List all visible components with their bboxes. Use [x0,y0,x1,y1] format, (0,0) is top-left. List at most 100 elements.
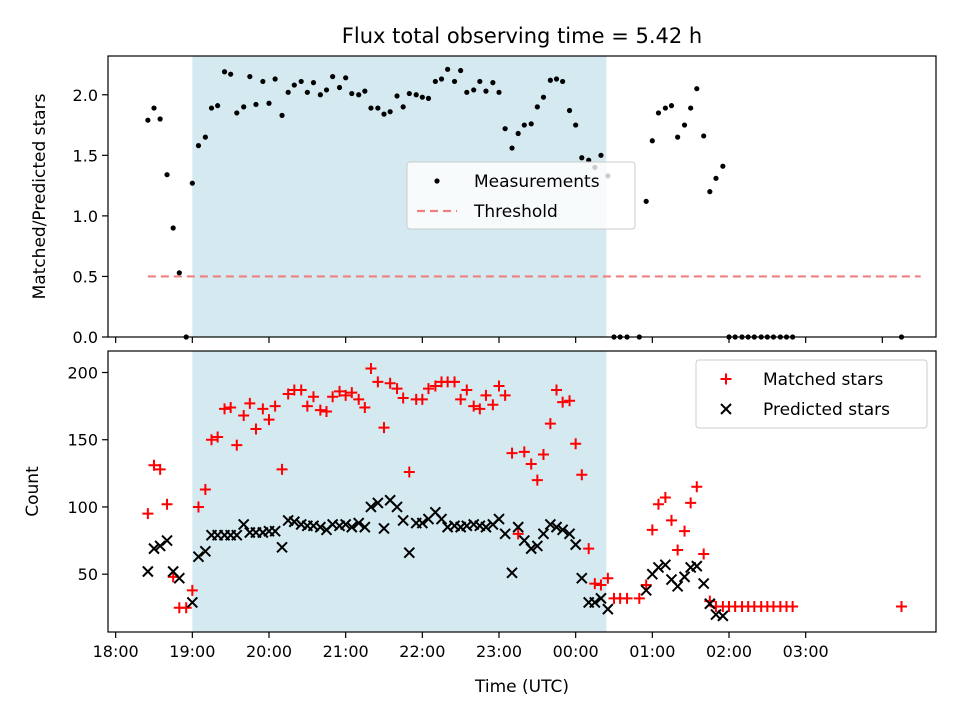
data-point [195,143,202,149]
data-point [391,383,403,395]
data-point [449,376,461,388]
data-point [704,598,716,610]
data-point [685,497,697,509]
data-point [387,109,393,115]
data-point [151,105,157,111]
data-point [681,122,688,128]
data-point [365,501,377,513]
data-point [164,172,170,178]
data-point [655,110,662,116]
data-point [537,449,549,461]
data-point [515,130,521,137]
data-point [698,548,710,560]
data-point [563,528,576,540]
data-point [269,525,281,537]
data-point [589,578,601,590]
x-tick-label: 02:00 [706,642,752,661]
x-tick-label: 20:00 [246,642,292,661]
data-point [425,95,432,101]
data-point [652,561,665,574]
data-point [307,391,319,403]
y-tick-label: 200 [67,364,98,383]
data-point [298,78,304,85]
x-tick-label: 00:00 [553,642,599,661]
data-point [142,565,154,578]
data-point [518,446,530,458]
data-point [557,396,569,408]
data-point [253,101,259,108]
legend-label: Matched stars [763,370,883,390]
data-point [269,400,281,412]
data-point [640,584,652,597]
data-point [531,540,544,552]
data-point [291,82,297,88]
data-point [346,521,358,533]
data-point [317,92,323,98]
y-tick-label: 50 [78,565,98,584]
y-axis-label: Matched/Predicted stars [30,93,50,299]
data-point [531,474,543,486]
data-point [314,521,327,533]
data-point [186,596,199,609]
data-point [403,546,416,559]
data-point [528,121,534,127]
x-tick-label: 19:00 [169,642,215,661]
data-point [691,481,703,493]
data-point [330,73,336,80]
data-point [595,592,607,605]
data-point [157,116,163,122]
data-point [896,600,907,612]
data-point [483,88,489,94]
x-tick-label: 03:00 [783,642,829,661]
data-point [301,400,313,412]
data-point [493,513,505,525]
data-point [659,559,672,571]
data-point [787,600,799,612]
data-point [372,497,384,509]
data-point [672,544,684,556]
data-point [228,71,234,77]
data-point [375,105,381,111]
data-point [206,434,217,446]
data-point [717,610,729,622]
data-point [480,521,492,533]
data-point [445,66,451,72]
x-tick-label: 01:00 [629,642,675,661]
data-point [372,376,384,388]
data-point [397,392,409,404]
data-point [304,89,310,95]
data-point [352,517,365,529]
x-axis-label: Time (UTC) [474,677,569,697]
x-tick-label: 18:00 [93,642,139,661]
x-tick-label: 22:00 [399,642,445,661]
legend: Measurements Threshold [406,161,636,230]
series-matched-stars [142,362,907,614]
data-point [154,540,166,552]
data-point [378,422,390,434]
data-point [506,447,518,459]
data-point [247,73,253,80]
data-point [189,180,195,186]
data-point [413,92,419,98]
data-point [474,403,486,415]
data-point [359,521,371,533]
y-tick-label: 2.0 [73,86,98,105]
data-point [569,538,582,551]
data-point [525,458,537,470]
data-point [276,463,288,475]
data-point [321,406,332,418]
data-point [602,603,614,615]
series-predicted-stars [142,494,729,622]
legend-marker-measurements [434,178,440,184]
data-point [384,377,396,389]
data-point [512,521,524,533]
legend-label: Predicted stars [763,400,890,420]
data-point [310,80,317,86]
data-point [429,380,441,392]
data-point [621,592,633,604]
data-point [583,543,595,555]
data-point [173,572,186,584]
data-point [566,107,573,114]
data-point [394,93,400,99]
data-point [499,389,511,401]
